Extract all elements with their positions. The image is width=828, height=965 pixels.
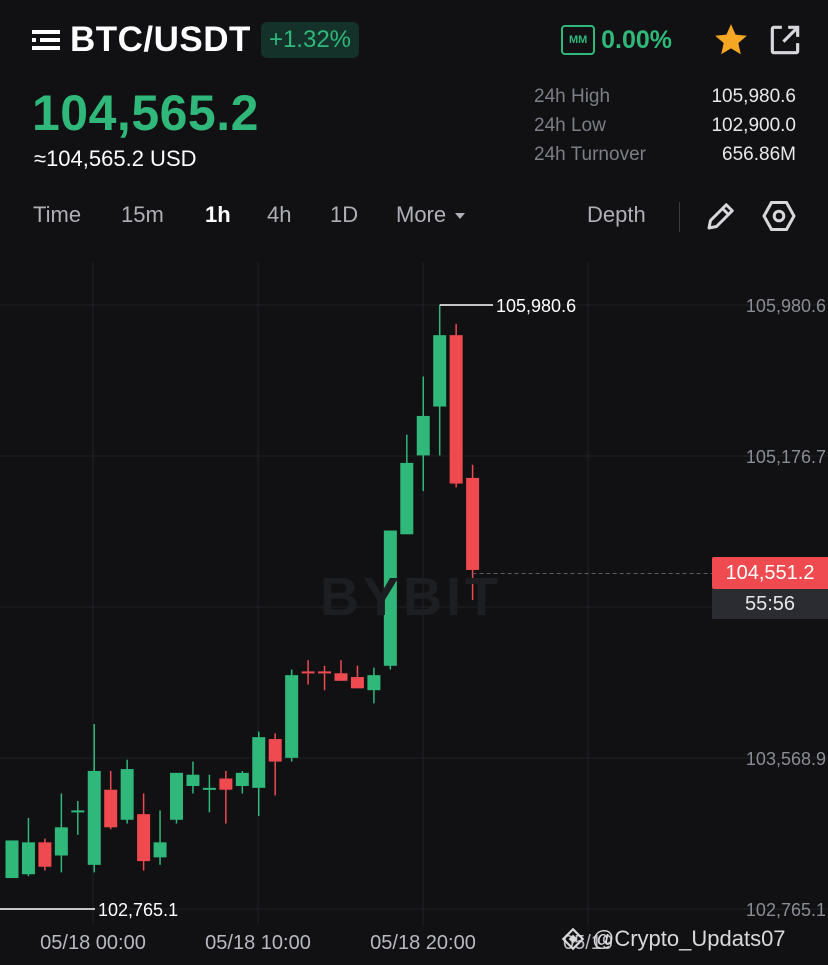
x-axis-tick-label: 05/18 20:00 [370, 932, 476, 954]
candle-body-up [5, 840, 19, 879]
usd-price: ≈104,565.2 USD [34, 146, 197, 171]
tab-more-label: More [396, 202, 447, 227]
candle-body-up [235, 772, 249, 786]
current-price-tag: 104,551.2 [712, 557, 828, 589]
candle-body-up [252, 737, 266, 788]
y-axis-tick-label: 103,568.9 [746, 749, 826, 769]
candle-body-up [433, 335, 447, 407]
y-axis-tick-label: 102,765.1 [746, 900, 826, 920]
candle-body-up [54, 827, 68, 856]
candle-body-up [383, 530, 397, 666]
candle-body-up [367, 675, 381, 691]
menu-icon[interactable] [32, 29, 62, 51]
settings-icon[interactable] [761, 198, 797, 234]
candle-body-up [170, 772, 183, 820]
stat-value: 102,900.0 [711, 115, 796, 136]
mm-badge[interactable]: MM [561, 25, 596, 55]
tab-15m[interactable]: 15m [121, 202, 164, 227]
stat-row-low: 24h Low 102,900.0 [534, 115, 796, 144]
candle-body-up [71, 810, 85, 813]
interval-toolbar: Time 15m 1h 4h 1D More Depth [0, 196, 828, 240]
header: BTC/USDT +1.32% MM 0.00% [32, 18, 804, 62]
stat-row-turnover: 24h Turnover 656.86M [534, 144, 796, 173]
candle-body-up [416, 415, 430, 456]
candle-body-down [466, 477, 480, 570]
tab-1h[interactable]: 1h [205, 202, 231, 227]
y-axis-tick-label: 105,980.6 [746, 296, 826, 316]
candle-body-up [400, 462, 414, 535]
candle-body-down [219, 778, 233, 790]
depth-tab[interactable]: Depth [587, 202, 646, 227]
change-badge: +1.32% [260, 22, 360, 58]
toolbar-divider [679, 202, 680, 232]
candle-body-up [87, 770, 101, 865]
x-axis-tick-label: 05/18 00:00 [40, 932, 146, 954]
candle-body-up [21, 842, 35, 875]
candle-countdown: 55:56 [712, 589, 828, 619]
caret-down-icon [455, 213, 466, 220]
stat-label: 24h Turnover [534, 144, 646, 165]
mm-value[interactable]: 0.00% [601, 25, 672, 54]
tab-time[interactable]: Time [33, 202, 82, 227]
footer-handle: @Crypto_Updats07 [592, 926, 786, 951]
binance-diamond-icon [561, 927, 585, 951]
tab-1d[interactable]: 1D [330, 202, 359, 227]
star-icon[interactable] [712, 21, 750, 59]
stat-value: 105,980.6 [711, 86, 796, 107]
y-axis-tick-label: 105,176.7 [746, 447, 826, 467]
last-price: 104,565.2 [32, 85, 259, 141]
candle-body-up [153, 842, 167, 858]
candle-body-down [350, 677, 364, 689]
stat-label: 24h Low [534, 115, 606, 136]
x-axis-tick-label: 05/18 10:00 [205, 932, 311, 954]
candle-body-up [285, 675, 299, 758]
candle-body-down [334, 673, 348, 681]
stat-label: 24h High [534, 86, 611, 107]
candle-body-down [268, 739, 282, 762]
stat-value: 656.86M [722, 144, 796, 165]
stat-row-high: 24h High 105,980.6 [534, 86, 796, 115]
candle-body-down [318, 671, 332, 674]
header-actions: MM 0.00% [561, 18, 804, 62]
candle-body-down [449, 335, 463, 484]
candle-body-up [120, 769, 134, 820]
bybit-watermark: BYBIT [320, 567, 502, 627]
tab-4h[interactable]: 4h [267, 202, 292, 227]
candle-body-down [137, 814, 151, 862]
stats-panel: 24h High 105,980.6 24h Low 102,900.0 24h… [534, 86, 796, 173]
pair-title[interactable]: BTC/USDT [70, 20, 251, 59]
price-chart[interactable]: 105,980.6 105,176.7 103,568.9 102,765.1 05/1… [0, 260, 828, 965]
footer-watermark: @Crypto_Updats07 [560, 926, 786, 952]
low-marker-label: 102,765.1 [98, 900, 178, 920]
tab-more[interactable]: More [396, 202, 466, 228]
candle-body-down [301, 671, 315, 674]
candle-body-up [202, 787, 216, 790]
candle-body-up [186, 774, 200, 786]
candle-body-down [38, 842, 52, 867]
high-marker-label: 105,980.6 [496, 296, 576, 316]
pencil-icon[interactable] [703, 198, 739, 234]
share-icon[interactable] [766, 21, 804, 59]
candle-body-down [104, 789, 118, 828]
